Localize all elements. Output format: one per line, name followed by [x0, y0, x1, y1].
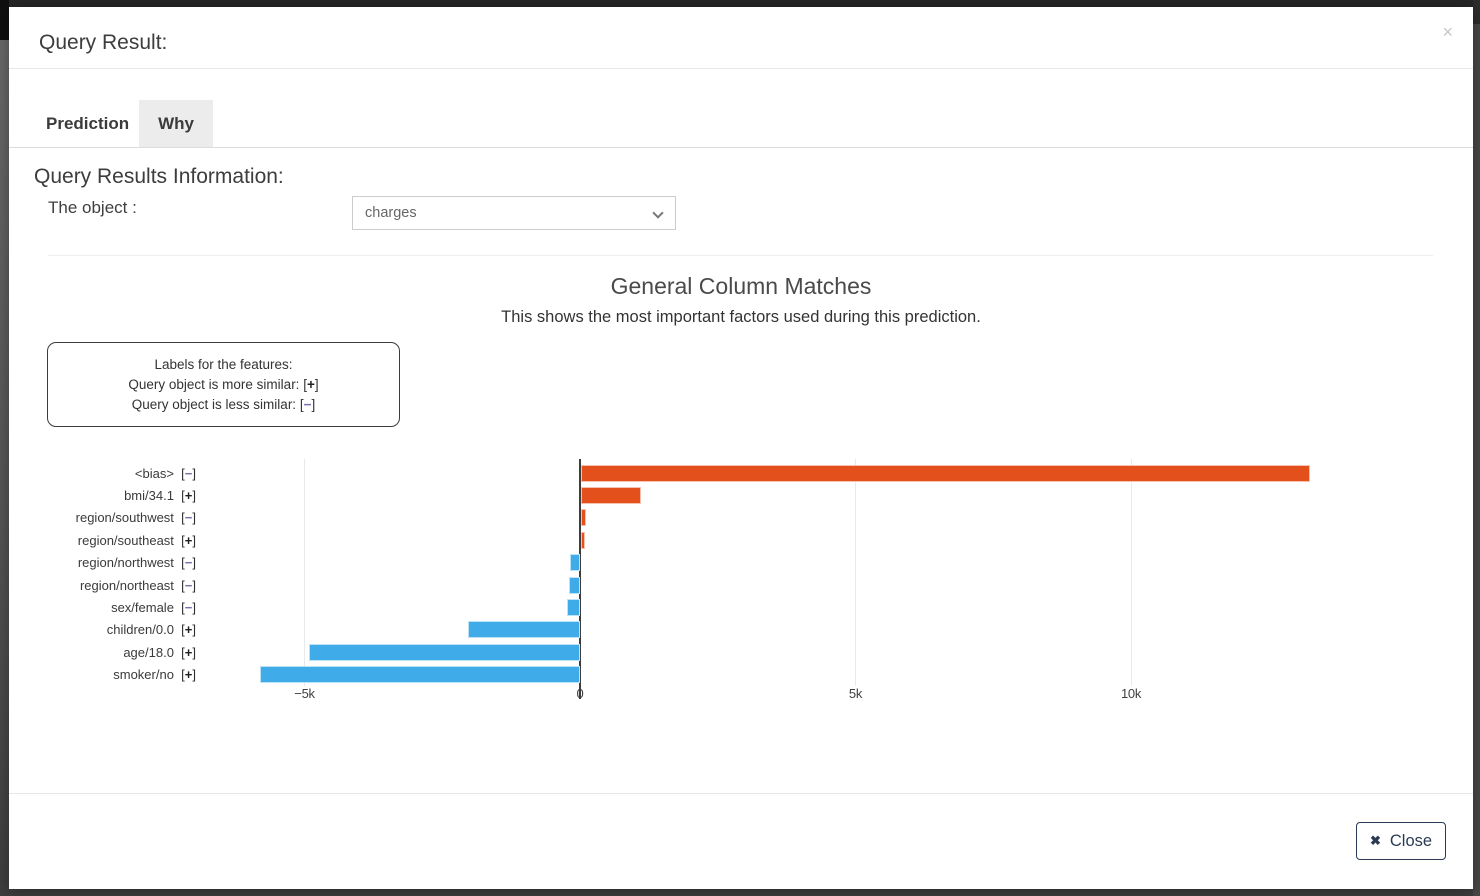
close-icon[interactable]: × [1442, 22, 1453, 42]
chart-bar [581, 531, 585, 549]
tab-why[interactable]: Why [139, 100, 214, 148]
chart-subtitle: This shows the most important factors us… [501, 308, 981, 326]
x-tick-label: 10k [1120, 686, 1142, 701]
backdrop-corner-block [0, 0, 9, 40]
object-label: The object : [48, 198, 137, 217]
chevron-down-icon [652, 207, 664, 219]
chart-bar [467, 621, 580, 639]
header-divider [9, 68, 1473, 69]
close-button-label: Close [1389, 831, 1433, 850]
chart-bar [581, 486, 642, 504]
category-label: region/northeast [−] [79, 577, 196, 593]
chart-title: General Column Matches [610, 273, 872, 299]
query-result-modal: Query Result: × Prediction Why Query Res… [9, 7, 1473, 889]
category-label: region/northwest [−] [77, 555, 196, 571]
x-gridline [855, 459, 856, 686]
chart-bar [581, 464, 1310, 482]
chart-bar [568, 576, 580, 594]
category-label: region/southeast [+] [77, 532, 196, 548]
category-label: <bias> [−] [134, 465, 196, 481]
legend-line: Query object is less similar: [−] [131, 397, 316, 412]
category-label: age/18.0 [+] [123, 644, 196, 660]
tabs-underline [9, 147, 1473, 148]
backdrop-right-band-top [1473, 0, 1480, 24]
object-select[interactable]: charges [352, 196, 676, 230]
object-select-value: charges [365, 205, 417, 221]
chart-bar [581, 509, 586, 527]
tab-prediction[interactable]: Prediction [46, 114, 130, 133]
chart-bar [566, 599, 580, 617]
x-axis-zero-line [579, 459, 581, 699]
x-gridline [304, 459, 305, 686]
category-label: smoker/no [+] [113, 667, 196, 683]
column-matches-chart: −5k 0 5k 10k <bias> [−] bmi/34.1 [+] region/so… [9, 455, 1473, 710]
section-heading: Query Results Information: [34, 165, 284, 188]
legend-line: Query object is more similar: [+] [128, 377, 319, 392]
x-gridline [1130, 459, 1132, 686]
tab-bar: Prediction Why [36, 100, 214, 148]
category-label: children/0.0 [+] [106, 622, 196, 638]
chart-bar [569, 554, 580, 572]
close-x-icon: ✖ [1369, 833, 1381, 848]
chart-bar [308, 643, 580, 661]
chart-bar [259, 666, 580, 684]
backdrop-top-band [0, 0, 1480, 7]
category-label: region/southwest [−] [75, 510, 196, 526]
category-label: bmi/34.1 [+] [124, 487, 196, 503]
x-tick-label: −5k [294, 686, 315, 701]
category-label: sex/female [−] [111, 600, 196, 616]
backdrop-right-band [1473, 0, 1480, 896]
footer-divider [9, 793, 1473, 794]
feature-labels-legend: Labels for the features: Query object is … [47, 342, 400, 427]
x-tick-label: 5k [848, 686, 863, 701]
modal-title: Query Result: [39, 31, 168, 54]
x-tick-label: 0 [576, 686, 584, 701]
close-button[interactable]: ✖ Close [1356, 822, 1446, 860]
section-divider [48, 255, 1433, 256]
legend-line: Labels for the features: [154, 357, 293, 372]
